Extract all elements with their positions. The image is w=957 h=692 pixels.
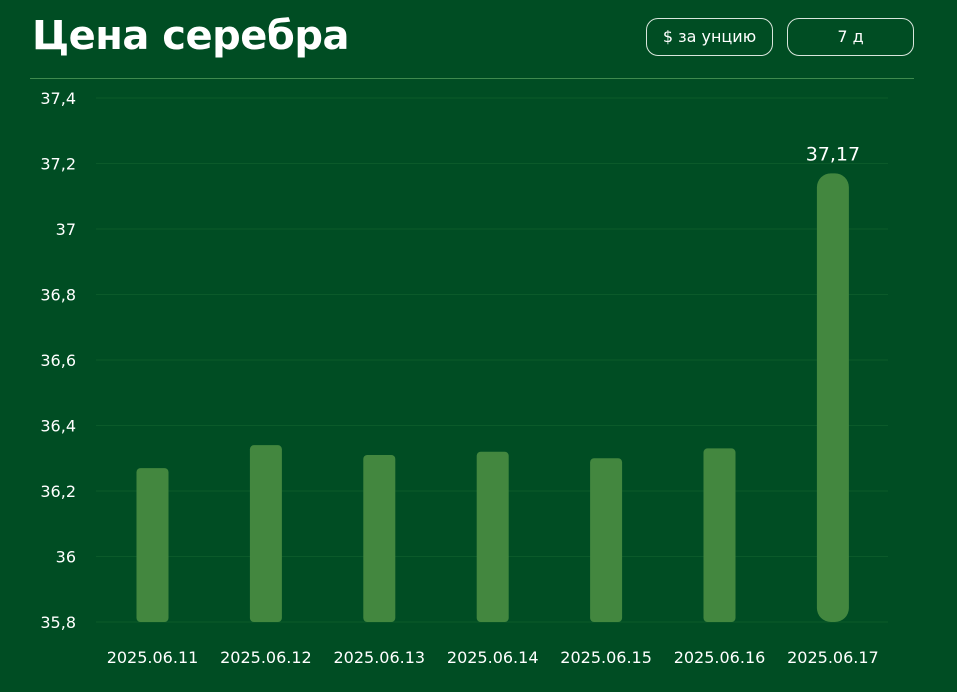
y-tick-label: 37 [56,220,76,239]
x-axis: 2025.06.11 2025.06.12 2025.06.13 2025.06.14… [107,648,879,667]
grid-lines [96,97,888,623]
y-tick-label: 36,6 [40,351,76,370]
bar-2025.06.14[interactable] [476,451,509,622]
x-tick-label: 2025.06.15 [560,648,652,667]
bar-2025.06.11[interactable] [136,468,169,622]
bars [136,173,849,622]
x-tick-label: 2025.06.17 [787,648,879,667]
x-tick-label: 2025.06.11 [107,648,199,667]
bar-2025.06.13[interactable] [363,454,396,622]
y-tick-label: 37,2 [40,155,76,174]
y-tick-label: 36,8 [40,286,76,305]
data-label: 37,17 [806,143,860,165]
header-divider [30,78,914,79]
x-tick-label: 2025.06.12 [220,648,312,667]
bar-2025.06.16[interactable] [703,448,736,622]
bar-2025.06.15[interactable] [590,458,623,622]
unit-selector-button[interactable]: $ за унцию [646,18,773,56]
page-title: Цена серебра [32,13,349,59]
y-tick-label: 37,4 [40,89,76,108]
x-tick-label: 2025.06.16 [674,648,766,667]
bar-2025.06.17[interactable] [816,173,849,622]
data-labels: 37,17 [806,143,860,165]
y-tick-label: 35,8 [40,613,76,632]
y-tick-label: 36,2 [40,482,76,501]
x-tick-label: 2025.06.13 [333,648,425,667]
y-tick-label: 36,4 [40,417,76,436]
period-selector-button[interactable]: 7 д [787,18,914,56]
x-tick-label: 2025.06.14 [447,648,539,667]
y-axis: 35,8 36 36,2 36,4 36,6 36,8 37 37,2 37,4 [40,89,76,632]
bar-2025.06.12[interactable] [249,445,282,622]
y-tick-label: 36 [56,548,76,567]
